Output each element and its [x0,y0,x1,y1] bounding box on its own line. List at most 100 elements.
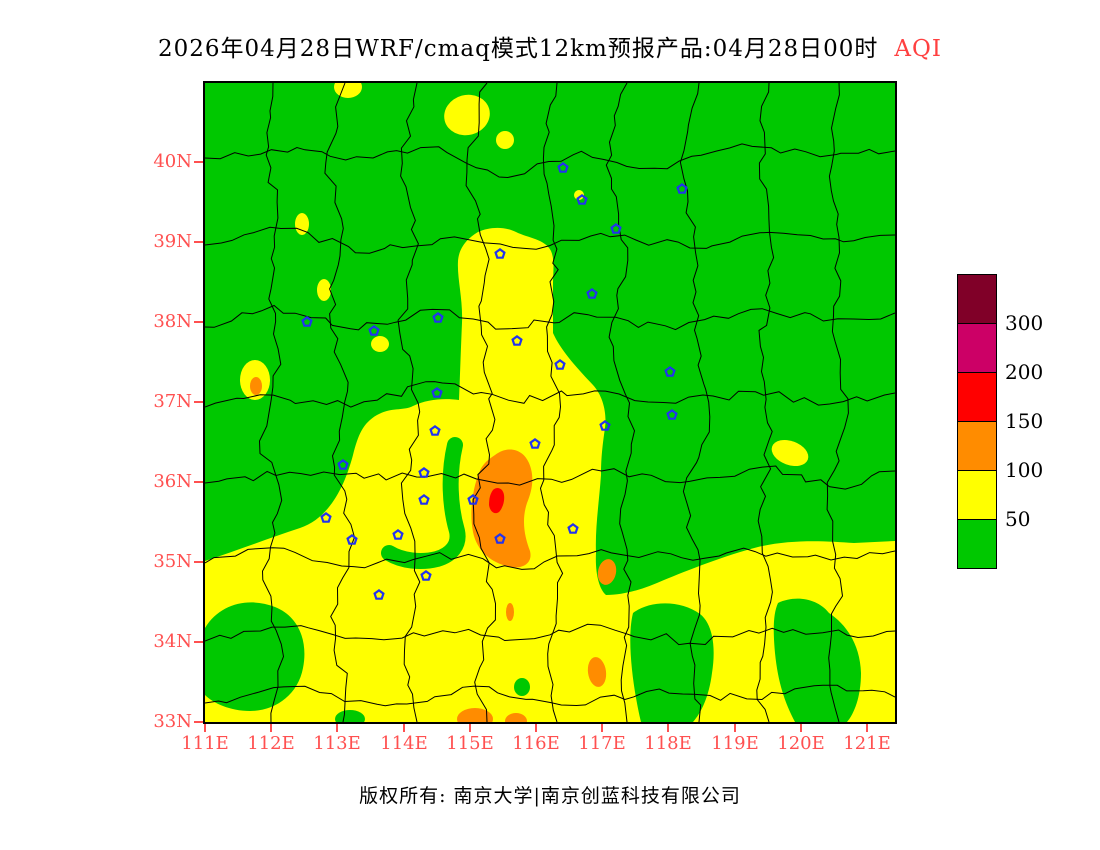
lon-tick-mark [535,724,537,732]
pollutant-tag: AQI [894,36,942,62]
lon-tick-label: 119E [711,733,759,754]
city-marker-icon [392,529,404,540]
lon-tick-label: 114E [380,733,428,754]
lon-tick-label: 117E [578,733,626,754]
city-marker-icon [320,512,332,523]
city-marker-icon [301,316,313,327]
aqi-yellow-blob [574,190,584,200]
lon-tick-label: 121E [843,733,891,754]
lon-tick-mark [667,724,669,732]
figure-title: 2026年04月28日WRF/cmaq模式12km预报产品:04月28日00时 A… [0,29,1100,63]
city-marker-icon [432,312,444,323]
city-marker-icon [418,494,430,505]
lon-tick-mark [270,724,272,732]
aqi-red-hotspot [489,487,505,514]
lon-tick-label: 115E [446,733,494,754]
county-boundary-line [679,83,711,722]
city-marker-icon [511,335,523,346]
county-boundary-line [205,226,895,254]
city-marker-icon [494,248,506,259]
legend-color-cell [957,519,997,569]
aqi-yellow-blob [317,279,331,301]
lon-tick-label: 116E [512,733,560,754]
legend-threshold-label: 200 [1005,360,1044,384]
city-marker-icon [418,467,430,478]
map-plot-frame [203,81,897,724]
city-marker-icon [554,359,566,370]
city-marker-icon [373,589,385,600]
lat-tick-mark [194,321,203,323]
aqi-yellow-blob [771,439,809,467]
legend-threshold-label: 100 [1005,458,1044,482]
legend-color-cell [957,323,997,373]
city-marker-icon [599,420,611,431]
aqi-orange-area [587,657,607,687]
lon-tick-mark [734,724,736,732]
lat-tick-mark [194,401,203,403]
county-boundary-line [205,623,895,646]
lat-tick-mark [194,481,203,483]
aqi-orange-area [506,603,514,621]
lon-tick-label: 120E [777,733,825,754]
legend-threshold-label: 50 [1005,507,1031,531]
lon-tick-label: 111E [181,733,229,754]
county-boundary-line [605,83,636,722]
aqi-green-patch [631,421,683,573]
city-marker-icon [467,494,479,505]
lon-tick-label: 112E [247,733,295,754]
lat-tick-label: 40N [153,151,192,172]
legend-color-cell [957,372,997,422]
legend-color-cell [957,274,997,324]
aqi-green-patch [630,603,714,722]
lat-tick-label: 37N [153,391,192,412]
aqi-green-patch [514,678,530,696]
aqi-orange-area [471,449,533,568]
legend-color-cell [957,470,997,520]
aqi-color-legend: 300 200 150 100 50 [957,274,1043,569]
lat-tick-mark [194,641,203,643]
aqi-orange-area [597,559,617,585]
county-boundary-line [205,547,895,570]
aqi-yellow-blob [444,94,490,136]
city-marker-icon [431,387,443,398]
lon-tick-mark [204,724,206,732]
figure-title-text: 2026年04月28日WRF/cmaq模式12km预报产品:04月28日00时 [158,36,879,62]
city-marker-icon [346,534,358,545]
aqi-green-patch [381,437,466,569]
aqi-yellow-blob [371,336,389,352]
aqi-orange-area [250,377,262,395]
aqi-orange-area [505,713,527,722]
lat-tick-label: 33N [153,711,192,732]
lon-tick-mark [469,724,471,732]
city-marker-icon [420,570,432,581]
county-boundary-line [756,83,775,722]
legend-threshold-label: 300 [1005,311,1044,335]
lon-tick-mark [866,724,868,732]
city-marker-icon [529,438,541,449]
lon-tick-label: 113E [313,733,361,754]
city-marker-icon [676,183,688,194]
city-marker-icon [576,194,588,205]
aqi-yellow-blob [334,83,362,98]
copyright-text: 版权所有: 南京大学|南京创蓝科技有限公司 [359,785,741,807]
lat-tick-mark [194,161,203,163]
city-marker-icon [664,366,676,377]
lon-tick-label: 118E [644,733,692,754]
city-marker-icon [337,459,349,470]
lat-tick-label: 34N [153,631,192,652]
lat-tick-label: 38N [153,311,192,332]
county-boundary-line [826,83,849,722]
aqi-green-patch [205,602,305,711]
lon-tick-mark [403,724,405,732]
lat-tick-label: 36N [153,471,192,492]
lon-tick-mark [800,724,802,732]
city-marker-icon [494,533,506,544]
aqi-map-canvas [205,83,895,722]
lat-tick-label: 35N [153,551,192,572]
lat-tick-mark [194,561,203,563]
county-boundary-line [205,465,895,490]
county-boundary-line [539,83,564,722]
county-boundary-line [205,304,895,331]
city-marker-icon [567,523,579,534]
